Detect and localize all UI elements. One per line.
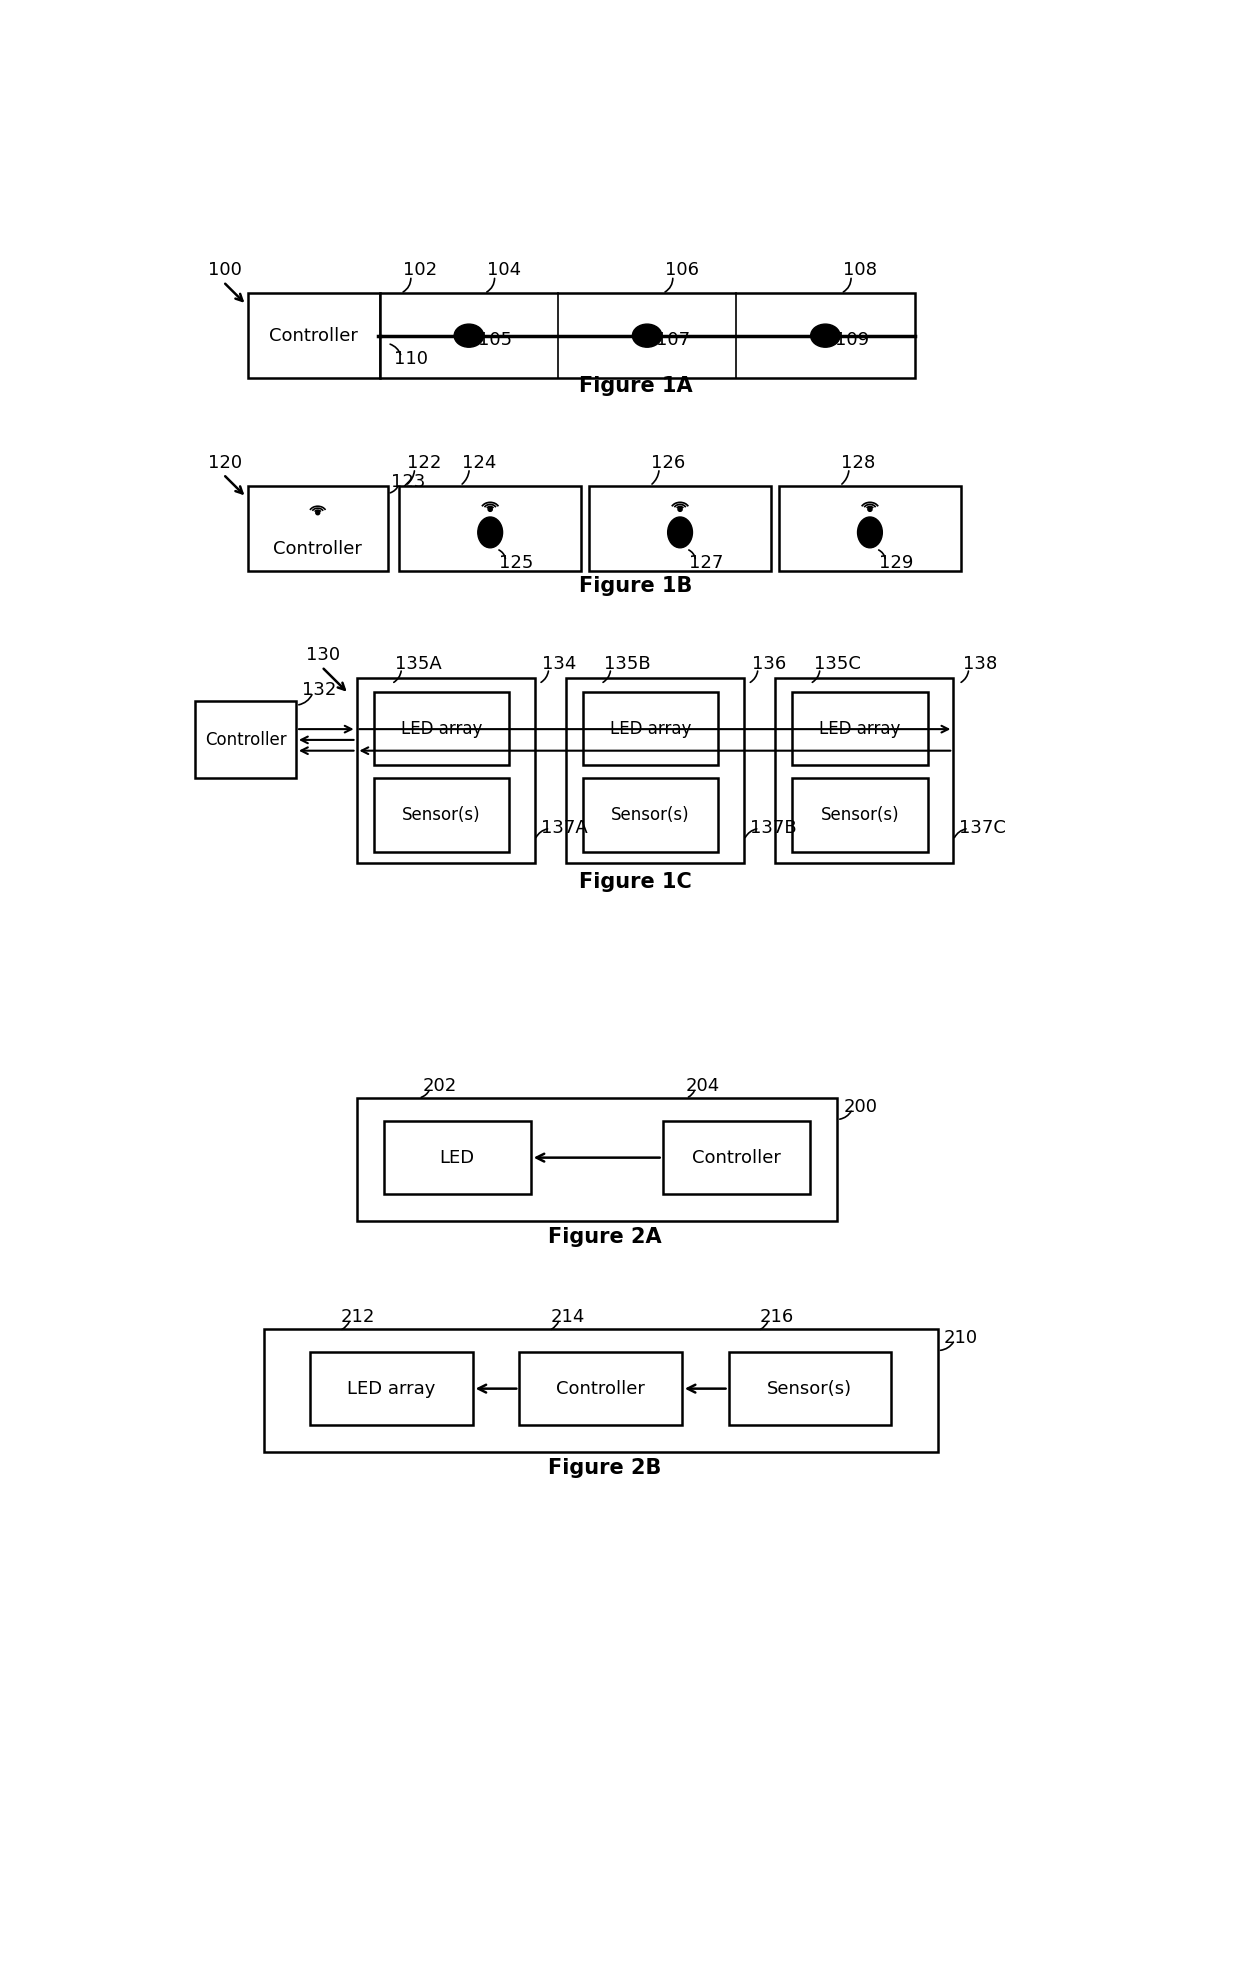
Bar [357,679,534,864]
Bar [589,485,771,571]
Ellipse shape [858,516,883,548]
Text: 138: 138 [962,656,997,673]
Bar [310,1353,472,1425]
Text: 125: 125 [500,554,534,571]
Text: LED array: LED array [347,1380,435,1398]
Ellipse shape [477,516,502,548]
Text: 135C: 135C [813,656,861,673]
Bar [379,292,915,379]
Bar [662,1121,810,1194]
Text: Figure 1A: Figure 1A [579,375,692,397]
Bar [565,679,744,864]
Text: Figure 1B: Figure 1B [579,575,692,597]
Text: 120: 120 [207,453,242,471]
Text: 123: 123 [392,473,425,491]
Bar [792,693,928,766]
Text: 134: 134 [543,656,577,673]
Text: 137C: 137C [960,819,1007,838]
Ellipse shape [632,324,662,347]
Ellipse shape [811,324,841,347]
Ellipse shape [667,516,692,548]
Bar [399,485,582,571]
Text: 212: 212 [341,1309,376,1327]
Bar [248,485,387,571]
Text: 135A: 135A [396,656,441,673]
Bar [383,1121,531,1194]
Circle shape [489,506,492,512]
Text: 137B: 137B [750,819,797,838]
Bar [196,701,296,779]
Circle shape [868,506,872,512]
Text: LED array: LED array [401,720,482,738]
Bar [373,693,510,766]
Text: 216: 216 [759,1309,794,1327]
Text: 109: 109 [835,330,869,349]
Text: LED: LED [440,1148,475,1166]
Text: Figure 2B: Figure 2B [548,1459,661,1478]
Bar [583,693,718,766]
Text: 200: 200 [843,1097,877,1117]
Text: 105: 105 [479,330,512,349]
Bar [729,1353,892,1425]
Text: 136: 136 [751,656,786,673]
Text: 100: 100 [207,261,242,279]
Text: 128: 128 [841,453,875,471]
Bar [373,779,510,852]
Text: Sensor(s): Sensor(s) [768,1380,852,1398]
Text: LED array: LED array [820,720,900,738]
Text: 130: 130 [306,646,340,663]
Bar [248,292,379,379]
Text: 108: 108 [843,261,877,279]
Text: 124: 124 [461,453,496,471]
Text: 126: 126 [651,453,686,471]
Bar [520,1353,682,1425]
Text: Controller: Controller [205,730,286,750]
Bar [263,1329,937,1453]
Bar [779,485,961,571]
Text: 122: 122 [407,453,441,471]
Text: 127: 127 [689,554,724,571]
Text: 204: 204 [686,1078,720,1095]
Text: Sensor(s): Sensor(s) [611,807,689,824]
Text: Controller: Controller [273,540,362,557]
Text: Sensor(s): Sensor(s) [821,807,899,824]
Text: Sensor(s): Sensor(s) [402,807,481,824]
Text: 210: 210 [944,1329,978,1347]
Text: Controller: Controller [692,1148,781,1166]
Circle shape [678,506,682,512]
Text: 110: 110 [394,349,428,367]
Bar [792,779,928,852]
Text: Controller: Controller [557,1380,645,1398]
Text: 132: 132 [303,681,336,699]
Bar [583,779,718,852]
Text: 107: 107 [656,330,691,349]
Ellipse shape [454,324,484,347]
Text: Figure 1C: Figure 1C [579,872,692,893]
Circle shape [316,510,320,514]
Text: 202: 202 [423,1078,456,1095]
Text: 104: 104 [486,261,521,279]
Text: 106: 106 [665,261,699,279]
Text: 129: 129 [879,554,914,571]
Text: 137A: 137A [541,819,588,838]
Bar [357,1097,837,1221]
Text: 214: 214 [551,1309,584,1327]
Text: Controller: Controller [269,326,358,345]
Text: LED array: LED array [610,720,692,738]
Text: 102: 102 [403,261,438,279]
Text: Figure 2A: Figure 2A [548,1227,661,1247]
Text: 135B: 135B [605,656,651,673]
Bar [775,679,954,864]
